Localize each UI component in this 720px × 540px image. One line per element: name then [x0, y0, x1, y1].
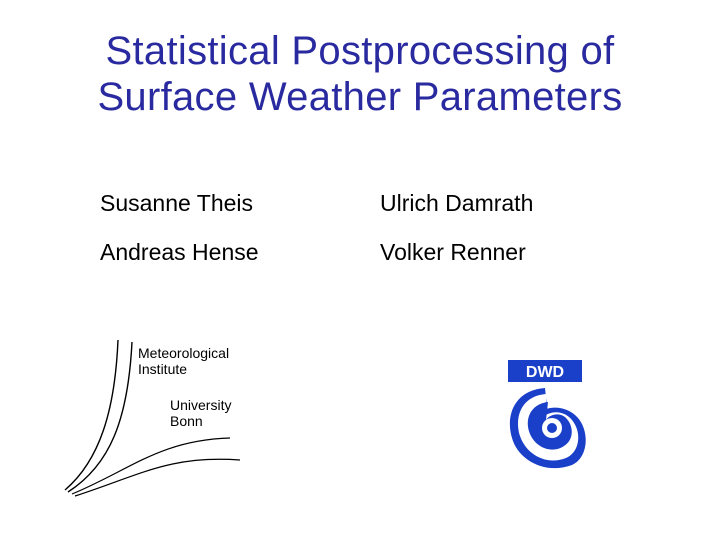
- authors-block: Susanne Theis Ulrich Damrath Andreas Hen…: [100, 190, 620, 288]
- author-name: Andreas Hense: [100, 239, 380, 266]
- logo-text: Institute: [138, 361, 187, 377]
- dwd-logo: DWD: [500, 360, 590, 480]
- slide-title: Statistical Postprocessing of Surface We…: [0, 28, 720, 120]
- author-row: Susanne Theis Ulrich Damrath: [100, 190, 620, 217]
- logo-text: Meteorological: [138, 345, 229, 361]
- title-line-1: Statistical Postprocessing of: [0, 28, 720, 74]
- meteorological-institute-logo: Meteorological Institute University Bonn: [60, 330, 290, 500]
- logo-text: Bonn: [170, 413, 203, 429]
- title-line-2: Surface Weather Parameters: [0, 74, 720, 120]
- institute-logo-svg: Meteorological Institute University Bonn: [60, 330, 290, 500]
- dwd-logo-svg: DWD: [500, 360, 590, 480]
- author-row: Andreas Hense Volker Renner: [100, 239, 620, 266]
- author-name: Ulrich Damrath: [380, 190, 620, 217]
- dwd-banner-text: DWD: [526, 364, 564, 381]
- author-name: Susanne Theis: [100, 190, 380, 217]
- logo-text: University: [170, 397, 231, 413]
- author-name: Volker Renner: [380, 239, 620, 266]
